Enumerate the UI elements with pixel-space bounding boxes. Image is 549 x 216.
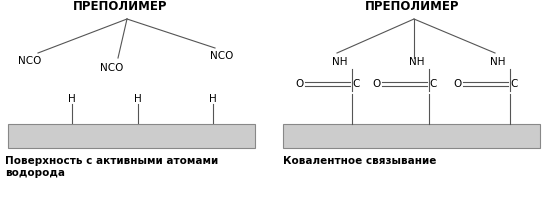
- Text: ПРЕПОЛИМЕР: ПРЕПОЛИМЕР: [73, 0, 167, 13]
- Text: NH: NH: [332, 57, 348, 67]
- Text: H: H: [134, 94, 142, 104]
- Text: C: C: [510, 79, 517, 89]
- Text: NH: NH: [409, 57, 424, 67]
- Text: NCO: NCO: [100, 63, 124, 73]
- Text: C: C: [352, 79, 360, 89]
- Text: NCO: NCO: [18, 56, 41, 66]
- Text: O: O: [372, 79, 380, 89]
- Text: NH: NH: [490, 57, 506, 67]
- Text: Поверхность с активными атомами
водорода: Поверхность с активными атомами водорода: [5, 156, 219, 178]
- Text: ПРЕПОЛИМЕР: ПРЕПОЛИМЕР: [365, 0, 460, 13]
- Bar: [8, 124, 255, 148]
- Text: H: H: [68, 94, 76, 104]
- Text: C: C: [429, 79, 436, 89]
- Text: O: O: [453, 79, 461, 89]
- Text: NCO: NCO: [210, 51, 233, 61]
- Text: O: O: [295, 79, 303, 89]
- Text: H: H: [209, 94, 217, 104]
- Text: Ковалентное связывание: Ковалентное связывание: [283, 156, 436, 166]
- Bar: [283, 124, 540, 148]
